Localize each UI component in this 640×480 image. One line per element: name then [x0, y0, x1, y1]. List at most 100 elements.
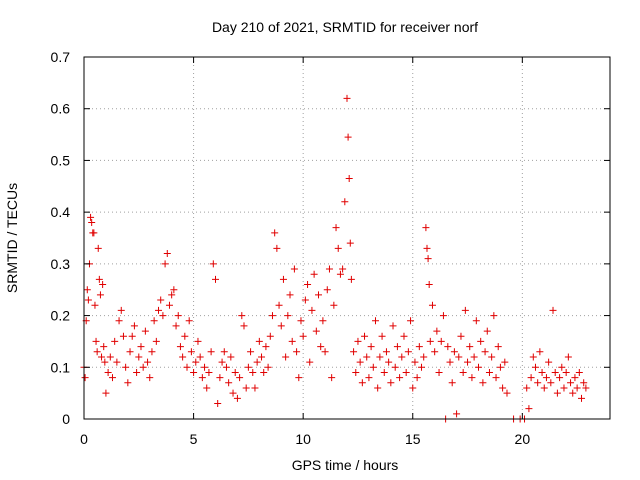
data-point [212, 275, 219, 283]
data-point [339, 265, 347, 273]
data-point [179, 353, 187, 361]
data-point [483, 327, 491, 335]
data-point [470, 353, 478, 361]
data-point [343, 94, 351, 102]
data-point [415, 343, 423, 351]
data-point [448, 379, 456, 387]
data-point [111, 337, 119, 345]
data-point [328, 374, 336, 382]
data-point [423, 244, 431, 252]
data-point [106, 353, 114, 361]
data-point [209, 260, 217, 268]
data-point [163, 250, 171, 258]
data-point [407, 317, 415, 325]
data-point [354, 337, 362, 345]
data-point [573, 384, 581, 392]
x-tick-label: 0 [80, 431, 88, 447]
data-point [216, 374, 224, 382]
data-point [444, 343, 452, 351]
data-point [501, 358, 509, 366]
data-point [538, 368, 546, 376]
data-point [398, 353, 406, 361]
data-point [499, 384, 507, 392]
data-point [393, 343, 401, 351]
data-point [437, 337, 445, 345]
data-point [409, 384, 417, 392]
data-point [556, 374, 564, 382]
data-point [571, 374, 579, 382]
x-tick-label: 10 [295, 431, 311, 447]
y-tick-label: 0.3 [51, 256, 71, 272]
data-point [152, 337, 160, 345]
data-point [475, 363, 482, 371]
data-point [492, 374, 500, 382]
data-point [288, 337, 296, 345]
data-point [424, 255, 432, 263]
plot-frame [83, 56, 611, 420]
data-point [547, 379, 555, 387]
data-point [238, 312, 246, 320]
data-point [435, 368, 443, 376]
data-point [321, 348, 329, 356]
data-point [297, 317, 305, 325]
x-tick-label: 20 [515, 431, 531, 447]
data-point [418, 363, 426, 371]
data-point [130, 322, 138, 330]
data-point [231, 368, 239, 376]
data-point [525, 405, 533, 413]
data-point [317, 343, 325, 351]
data-point [253, 358, 261, 366]
data-point [124, 379, 132, 387]
chart-title: Day 210 of 2021, SRMTID for receiver nor… [212, 19, 478, 35]
data-point [258, 353, 266, 361]
data-point [494, 343, 502, 351]
data-point [227, 353, 235, 361]
data-point [560, 384, 568, 392]
data-point [225, 379, 233, 387]
data-point [194, 337, 202, 345]
data-point [523, 384, 531, 392]
x-tick-label: 5 [190, 431, 198, 447]
data-point [91, 301, 99, 309]
data-point [170, 286, 178, 294]
data-point [273, 244, 281, 252]
data-point [367, 343, 375, 351]
data-point [90, 229, 98, 237]
data-point [455, 353, 463, 361]
data-point [271, 229, 279, 237]
data-point [542, 374, 550, 382]
data-point [290, 265, 298, 273]
data-point [310, 270, 318, 278]
data-point [481, 348, 489, 356]
data-point [161, 260, 169, 268]
data-point [527, 374, 535, 382]
data-point [115, 317, 123, 325]
data-point [183, 363, 191, 371]
data-point [108, 374, 116, 382]
data-point [315, 291, 323, 299]
grid-layer [84, 57, 610, 419]
data-point [336, 270, 344, 278]
data-point [582, 384, 590, 392]
data-point [564, 353, 572, 361]
data-point [477, 337, 485, 345]
data-point [422, 224, 430, 232]
data-point [286, 291, 294, 299]
data-point [247, 348, 255, 356]
data-point [282, 353, 290, 361]
data-point [330, 301, 338, 309]
data-point [159, 312, 167, 320]
data-point [350, 348, 358, 356]
data-point [567, 379, 575, 387]
data-point [439, 312, 447, 320]
y-tick-label: 0.2 [51, 308, 71, 324]
data-point [304, 281, 312, 289]
data-point [244, 363, 252, 371]
data-point [332, 224, 340, 232]
data-point [413, 374, 421, 382]
data-point [365, 374, 373, 382]
data-point [96, 291, 104, 299]
data-point [174, 312, 182, 320]
data-point [284, 312, 292, 320]
